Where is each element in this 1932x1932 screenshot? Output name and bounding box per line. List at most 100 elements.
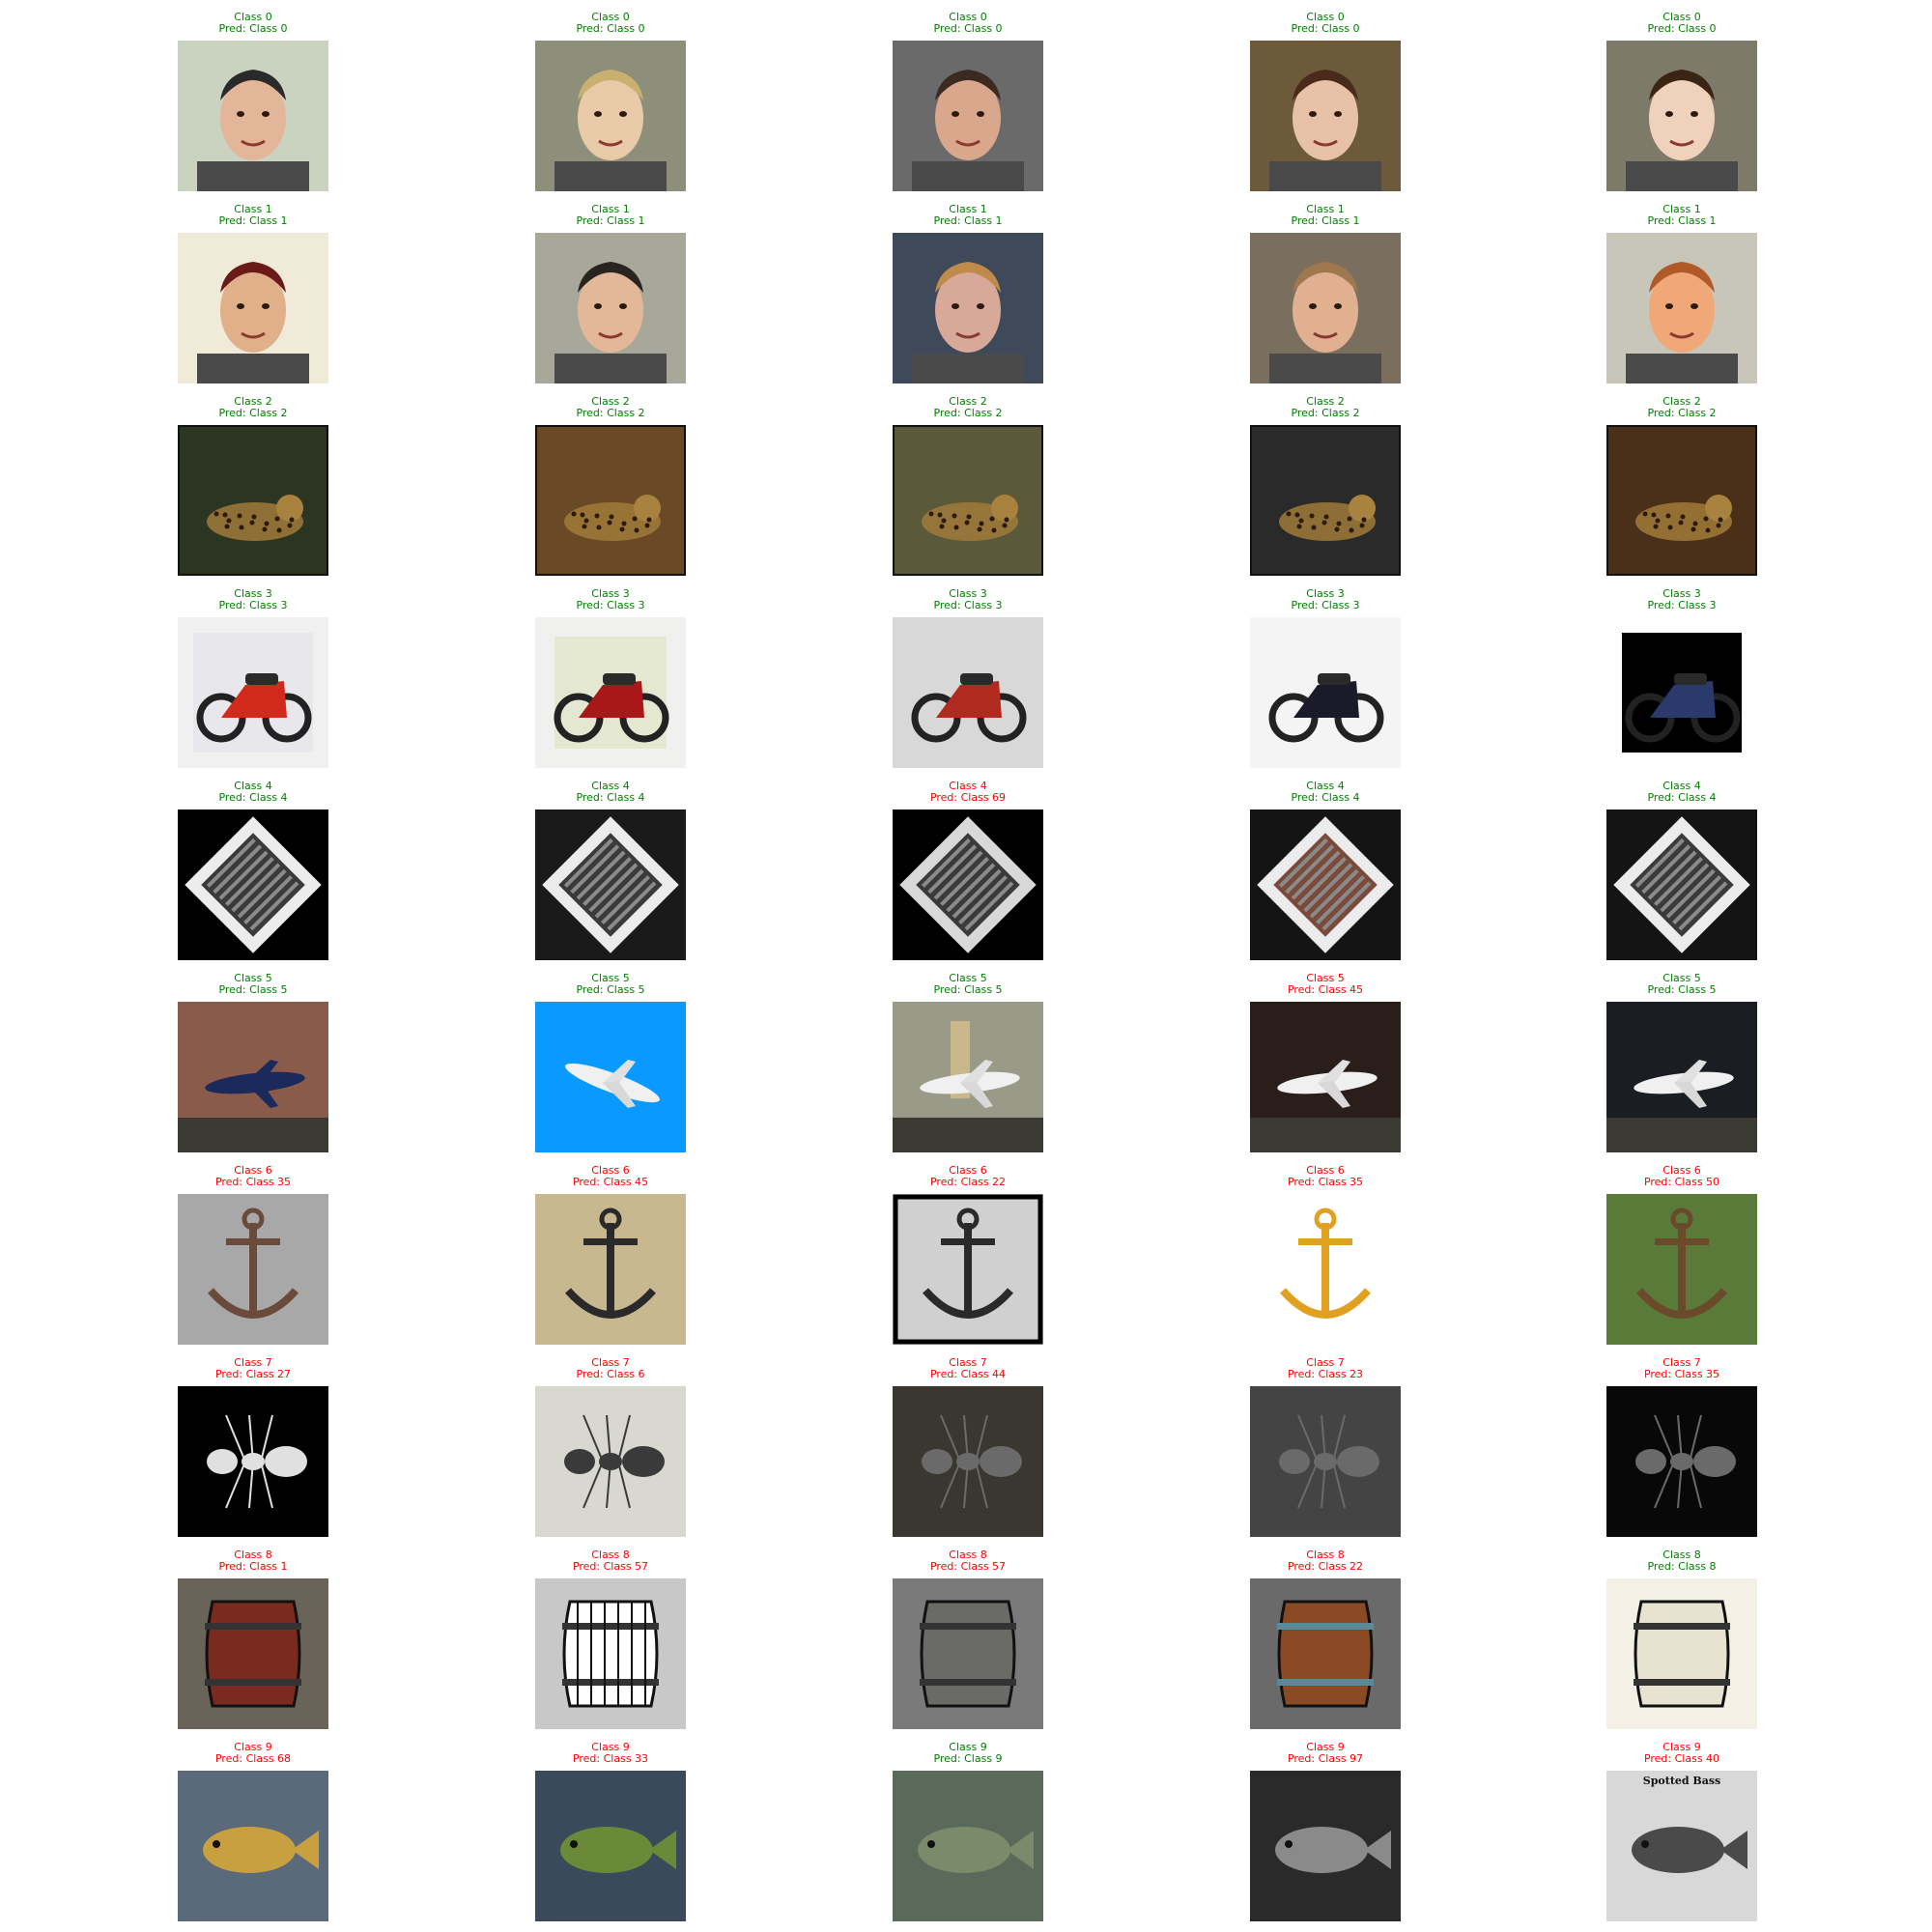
- sample-image: [1606, 425, 1757, 576]
- sample-image: [893, 617, 1043, 768]
- sample-image: [1250, 233, 1401, 384]
- sample-image: [535, 1194, 686, 1345]
- cell-title: Class 5 Pred: Class 5: [497, 973, 724, 995]
- true-label: Class 3: [949, 587, 987, 600]
- true-label: Class 8: [1306, 1548, 1345, 1561]
- true-label: Class 4: [591, 780, 630, 792]
- predicted-label: Pred: Class 0: [218, 21, 288, 35]
- true-label: Class 6: [1662, 1164, 1701, 1177]
- cell-title: Class 1 Pred: Class 1: [497, 204, 724, 226]
- cell-title: Class 9 Pred: Class 9: [854, 1742, 1082, 1764]
- sample-image: [535, 1386, 686, 1537]
- true-label: Class 2: [1662, 395, 1701, 408]
- cell-title: Class 4 Pred: Class 4: [1568, 781, 1796, 803]
- true-label: Class 0: [1306, 11, 1345, 23]
- sample-image: [1250, 1386, 1401, 1537]
- true-label: Class 0: [1662, 11, 1701, 23]
- sample-image: [893, 1771, 1043, 1921]
- sample-image: [893, 1578, 1043, 1729]
- sample-image: [893, 41, 1043, 191]
- cell-title: Class 1 Pred: Class 1: [139, 204, 367, 226]
- sample-image: [1606, 41, 1757, 191]
- fish-poster-title: Spotted Bass: [1643, 1775, 1720, 1787]
- true-label: Class 5: [234, 972, 272, 984]
- cell-title: Class 5 Pred: Class 5: [854, 973, 1082, 995]
- ant-photo: [893, 1386, 1043, 1537]
- predicted-label: Pred: Class 3: [1647, 598, 1717, 611]
- predicted-label: Pred: Class 9: [933, 1751, 1003, 1765]
- true-label: Class 2: [1306, 395, 1345, 408]
- cell-title: Class 9 Pred: Class 33: [497, 1742, 724, 1764]
- sample-image: [1250, 1578, 1401, 1729]
- sample-image: [178, 810, 328, 960]
- sample-image: [178, 1194, 328, 1345]
- anchor-photo: [178, 1194, 328, 1345]
- sample-image: [178, 233, 328, 384]
- true-label: Class 5: [1306, 972, 1345, 984]
- predicted-label: Pred: Class 2: [576, 406, 645, 419]
- predicted-label: Pred: Class 3: [576, 598, 645, 611]
- cell-title: Class 5 Pred: Class 5: [1568, 973, 1796, 995]
- cell-title: Class 9 Pred: Class 40: [1568, 1742, 1796, 1764]
- sample-image: [1606, 1002, 1757, 1152]
- fish-photo: Spotted Bass: [1606, 1771, 1757, 1921]
- true-label: Class 6: [234, 1164, 272, 1177]
- ant-photo: [1606, 1386, 1757, 1537]
- barrel-photo: [1250, 1578, 1401, 1729]
- cell-title: Class 9 Pred: Class 97: [1211, 1742, 1439, 1764]
- true-label: Class 6: [1306, 1164, 1345, 1177]
- predicted-label: Pred: Class 35: [1643, 1367, 1720, 1380]
- cell-title: Class 5 Pred: Class 5: [139, 973, 367, 995]
- predicted-label: Pred: Class 1: [218, 1559, 288, 1573]
- accordion-photo: [1250, 810, 1401, 960]
- cell-title: Class 8 Pred: Class 57: [854, 1549, 1082, 1572]
- true-label: Class 9: [949, 1741, 987, 1753]
- predicted-label: Pred: Class 4: [1291, 790, 1360, 804]
- cell-title: Class 2 Pred: Class 2: [497, 396, 724, 418]
- airplane-photo: [1250, 1002, 1401, 1152]
- predicted-label: Pred: Class 4: [218, 790, 288, 804]
- true-label: Class 5: [1662, 972, 1701, 984]
- predicted-label: Pred: Class 3: [1291, 598, 1360, 611]
- sample-image: [893, 1002, 1043, 1152]
- predicted-label: Pred: Class 35: [214, 1175, 292, 1188]
- true-label: Class 9: [591, 1741, 630, 1753]
- predicted-label: Pred: Class 5: [576, 982, 645, 996]
- accordion-photo: [893, 810, 1043, 960]
- fish-photo: [178, 1771, 328, 1921]
- predicted-label: Pred: Class 69: [929, 790, 1007, 804]
- predicted-label: Pred: Class 33: [572, 1751, 649, 1765]
- leopard-photo: [893, 425, 1043, 576]
- barrel-photo: [893, 1578, 1043, 1729]
- cell-title: Class 7 Pred: Class 6: [497, 1357, 724, 1379]
- true-label: Class 8: [1662, 1548, 1701, 1561]
- predicted-label: Pred: Class 0: [1647, 21, 1717, 35]
- true-label: Class 1: [591, 203, 630, 215]
- cell-title: Class 7 Pred: Class 27: [139, 1357, 367, 1379]
- true-label: Class 6: [949, 1164, 987, 1177]
- true-label: Class 4: [949, 780, 987, 792]
- predicted-label: Pred: Class 6: [576, 1367, 645, 1380]
- sample-image: [535, 425, 686, 576]
- predicted-label: Pred: Class 1: [933, 213, 1003, 227]
- motorbike-photo: [178, 617, 328, 768]
- sample-image: [1250, 810, 1401, 960]
- fish-photo: [893, 1771, 1043, 1921]
- true-label: Class 1: [234, 203, 272, 215]
- leopard-photo: [178, 425, 328, 576]
- sample-image: [893, 233, 1043, 384]
- true-label: Class 4: [1662, 780, 1701, 792]
- cell-title: Class 3 Pred: Class 3: [139, 588, 367, 611]
- true-label: Class 0: [949, 11, 987, 23]
- motorbike-photo: [893, 617, 1043, 768]
- true-label: Class 3: [591, 587, 630, 600]
- predicted-label: Pred: Class 44: [929, 1367, 1007, 1380]
- ant-photo: [1250, 1386, 1401, 1537]
- motorbike-photo: [1606, 617, 1757, 768]
- cell-title: Class 4 Pred: Class 4: [1211, 781, 1439, 803]
- cell-title: Class 2 Pred: Class 2: [139, 396, 367, 418]
- sample-image: [893, 425, 1043, 576]
- face-photo: [893, 41, 1043, 191]
- true-label: Class 7: [1306, 1356, 1345, 1369]
- sample-image: [535, 1578, 686, 1729]
